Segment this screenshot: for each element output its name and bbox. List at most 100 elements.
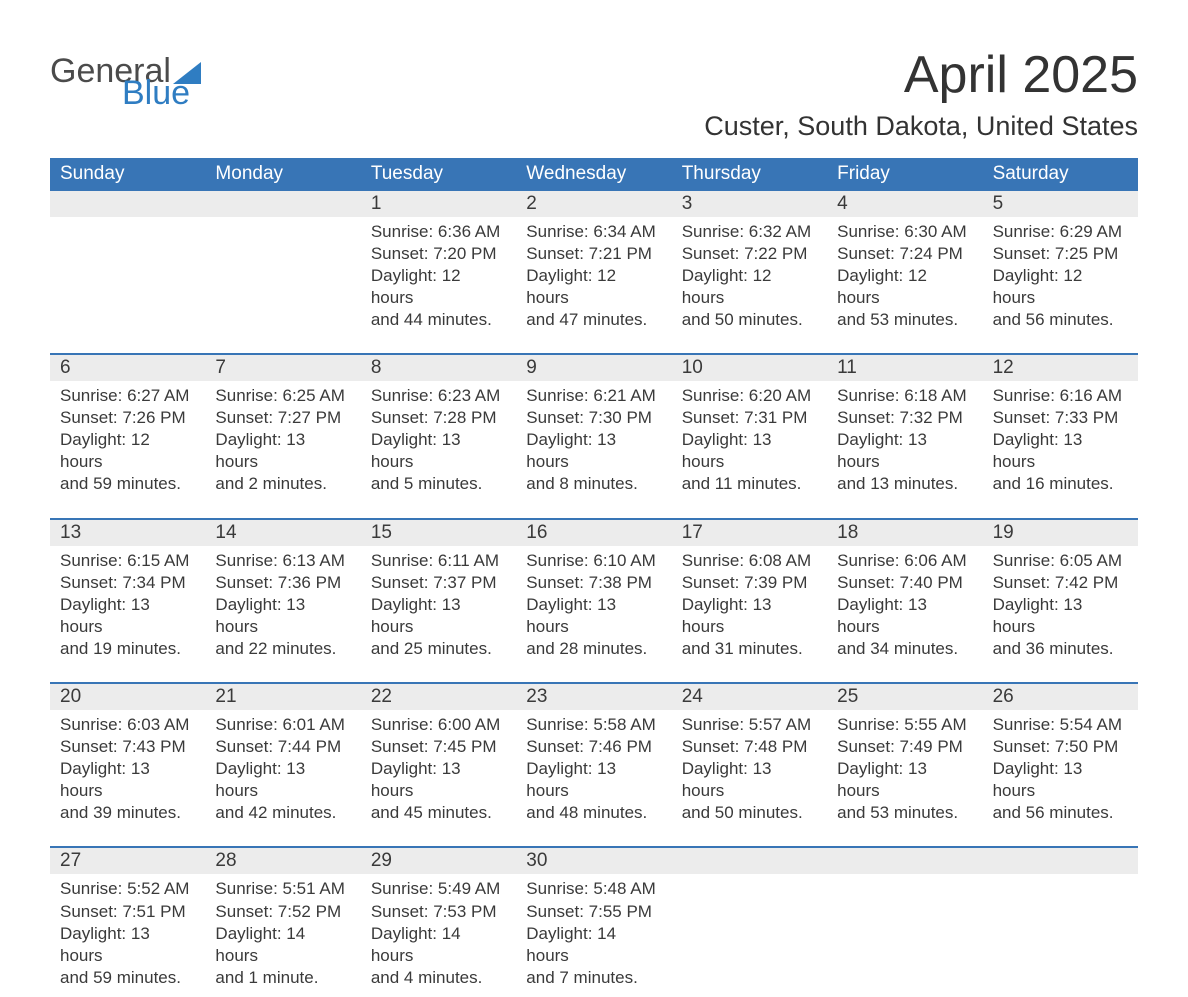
day-daylight1: Daylight: 13 hours: [682, 758, 817, 802]
day-number: 8: [361, 355, 516, 381]
day-sunrise: Sunrise: 6:03 AM: [60, 714, 195, 736]
day-number: 5: [983, 191, 1138, 217]
day-daylight1: Daylight: 12 hours: [371, 265, 506, 309]
day-daylight1: Daylight: 13 hours: [837, 758, 972, 802]
day-daylight1: Daylight: 13 hours: [215, 758, 350, 802]
header-sunday: Sunday: [50, 158, 205, 191]
header-friday: Friday: [827, 158, 982, 191]
day-cell: Sunrise: 6:25 AMSunset: 7:27 PMDaylight:…: [205, 381, 360, 503]
day-daylight1: Daylight: 13 hours: [215, 429, 350, 473]
day-sunset: Sunset: 7:22 PM: [682, 243, 817, 265]
day-sunrise: Sunrise: 6:29 AM: [993, 221, 1128, 243]
logo-text-block: General Blue: [50, 54, 201, 107]
day-daylight1: Daylight: 12 hours: [60, 429, 195, 473]
day-cell: Sunrise: 6:05 AMSunset: 7:42 PMDaylight:…: [983, 546, 1138, 668]
day-sunrise: Sunrise: 5:51 AM: [215, 878, 350, 900]
header-thursday: Thursday: [672, 158, 827, 191]
day-daylight1: Daylight: 13 hours: [682, 594, 817, 638]
day-number: 23: [516, 684, 671, 710]
day-daylight1: Daylight: 13 hours: [60, 758, 195, 802]
day-sunrise: Sunrise: 6:08 AM: [682, 550, 817, 572]
day-daylight1: Daylight: 12 hours: [682, 265, 817, 309]
day-sunset: Sunset: 7:21 PM: [526, 243, 661, 265]
day-cell: Sunrise: 5:57 AMSunset: 7:48 PMDaylight:…: [672, 710, 827, 832]
header-tuesday: Tuesday: [361, 158, 516, 191]
day-daylight2: and 25 minutes.: [371, 638, 506, 660]
day-number: 16: [516, 520, 671, 546]
day-sunset: Sunset: 7:51 PM: [60, 901, 195, 923]
header-row: General Blue April 2025 Custer, South Da…: [50, 48, 1138, 142]
day-number: 22: [361, 684, 516, 710]
week-row: 6789101112Sunrise: 6:27 AMSunset: 7:26 P…: [50, 353, 1138, 503]
week-row: 20212223242526Sunrise: 6:03 AMSunset: 7:…: [50, 682, 1138, 832]
day-number: 20: [50, 684, 205, 710]
day-daylight2: and 22 minutes.: [215, 638, 350, 660]
day-number: 11: [827, 355, 982, 381]
day-daylight2: and 53 minutes.: [837, 309, 972, 331]
day-cell: Sunrise: 6:13 AMSunset: 7:36 PMDaylight:…: [205, 546, 360, 668]
day-daylight1: Daylight: 13 hours: [993, 758, 1128, 802]
day-cell: Sunrise: 5:48 AMSunset: 7:55 PMDaylight:…: [516, 874, 671, 996]
day-sunrise: Sunrise: 6:05 AM: [993, 550, 1128, 572]
day-daylight2: and 50 minutes.: [682, 309, 817, 331]
day-sunset: Sunset: 7:39 PM: [682, 572, 817, 594]
day-sunset: Sunset: 7:38 PM: [526, 572, 661, 594]
day-cell: Sunrise: 5:54 AMSunset: 7:50 PMDaylight:…: [983, 710, 1138, 832]
day-number: 28: [205, 848, 360, 874]
day-cell: [205, 217, 360, 339]
day-number: 27: [50, 848, 205, 874]
day-sunset: Sunset: 7:20 PM: [371, 243, 506, 265]
brand-logo: General Blue: [50, 54, 201, 107]
day-number: [983, 848, 1138, 874]
day-cell: Sunrise: 6:18 AMSunset: 7:32 PMDaylight:…: [827, 381, 982, 503]
day-sunrise: Sunrise: 6:01 AM: [215, 714, 350, 736]
day-daylight1: Daylight: 13 hours: [371, 594, 506, 638]
day-number: [50, 191, 205, 217]
day-sunset: Sunset: 7:28 PM: [371, 407, 506, 429]
day-number: 21: [205, 684, 360, 710]
day-cell: Sunrise: 5:51 AMSunset: 7:52 PMDaylight:…: [205, 874, 360, 996]
day-sunset: Sunset: 7:25 PM: [993, 243, 1128, 265]
daynum-row: 13141516171819: [50, 520, 1138, 546]
day-daylight2: and 19 minutes.: [60, 638, 195, 660]
weeks-container: 12345Sunrise: 6:36 AMSunset: 7:20 PMDayl…: [50, 191, 1138, 997]
day-daylight2: and 48 minutes.: [526, 802, 661, 824]
day-sunrise: Sunrise: 6:13 AM: [215, 550, 350, 572]
week-row: 27282930Sunrise: 5:52 AMSunset: 7:51 PMD…: [50, 846, 1138, 996]
day-sunrise: Sunrise: 6:27 AM: [60, 385, 195, 407]
month-title: April 2025: [704, 48, 1138, 103]
day-sunset: Sunset: 7:44 PM: [215, 736, 350, 758]
day-number: 1: [361, 191, 516, 217]
day-daylight2: and 1 minute.: [215, 967, 350, 989]
day-sunset: Sunset: 7:36 PM: [215, 572, 350, 594]
day-cell: Sunrise: 6:29 AMSunset: 7:25 PMDaylight:…: [983, 217, 1138, 339]
day-daylight1: Daylight: 13 hours: [526, 429, 661, 473]
day-cell: Sunrise: 6:10 AMSunset: 7:38 PMDaylight:…: [516, 546, 671, 668]
day-sunset: Sunset: 7:30 PM: [526, 407, 661, 429]
day-daylight2: and 56 minutes.: [993, 802, 1128, 824]
day-sunrise: Sunrise: 6:15 AM: [60, 550, 195, 572]
calendar: Sunday Monday Tuesday Wednesday Thursday…: [50, 158, 1138, 997]
day-sunset: Sunset: 7:40 PM: [837, 572, 972, 594]
day-number: 4: [827, 191, 982, 217]
day-sunrise: Sunrise: 5:55 AM: [837, 714, 972, 736]
location-subtitle: Custer, South Dakota, United States: [704, 111, 1138, 142]
day-sunrise: Sunrise: 6:20 AM: [682, 385, 817, 407]
day-sunset: Sunset: 7:33 PM: [993, 407, 1128, 429]
day-daylight2: and 45 minutes.: [371, 802, 506, 824]
day-sunset: Sunset: 7:52 PM: [215, 901, 350, 923]
day-sunrise: Sunrise: 6:18 AM: [837, 385, 972, 407]
day-number: [672, 848, 827, 874]
day-sunrise: Sunrise: 6:30 AM: [837, 221, 972, 243]
day-sunset: Sunset: 7:45 PM: [371, 736, 506, 758]
day-cell: Sunrise: 6:30 AMSunset: 7:24 PMDaylight:…: [827, 217, 982, 339]
day-number: 9: [516, 355, 671, 381]
day-sunrise: Sunrise: 6:23 AM: [371, 385, 506, 407]
day-daylight2: and 31 minutes.: [682, 638, 817, 660]
logo-word-blue: Blue: [122, 80, 201, 107]
day-cell: Sunrise: 5:55 AMSunset: 7:49 PMDaylight:…: [827, 710, 982, 832]
day-daylight2: and 2 minutes.: [215, 473, 350, 495]
day-sunset: Sunset: 7:42 PM: [993, 572, 1128, 594]
day-sunset: Sunset: 7:27 PM: [215, 407, 350, 429]
day-daylight2: and 8 minutes.: [526, 473, 661, 495]
